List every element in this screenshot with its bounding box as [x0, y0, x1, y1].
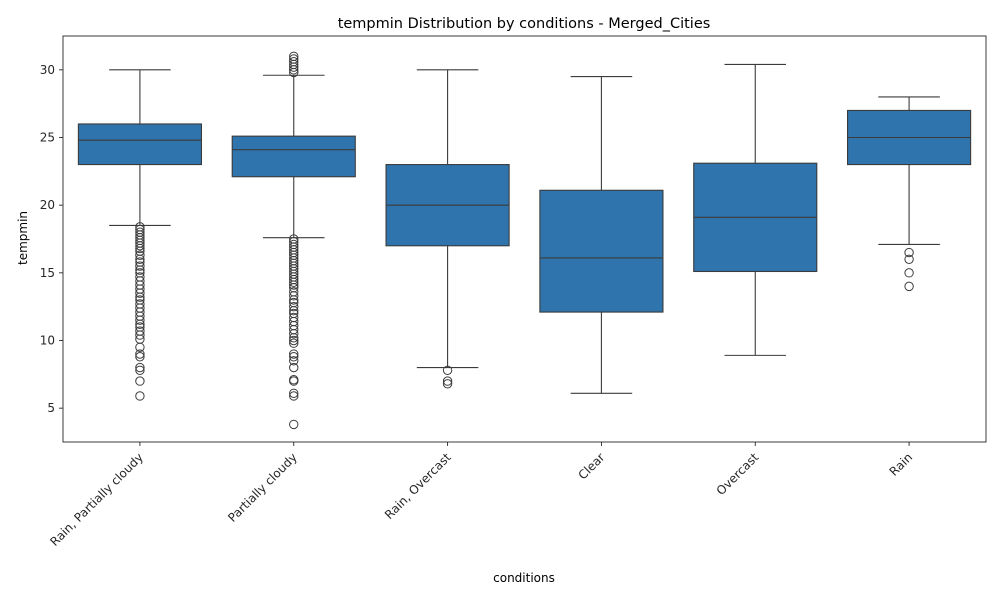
outlier-point: [289, 65, 299, 75]
outlier-point: [135, 349, 145, 359]
outlier-point: [135, 376, 145, 386]
outlier-point: [289, 349, 299, 359]
outlier-point: [135, 365, 145, 375]
outlier-point: [135, 250, 145, 260]
outlier-point: [135, 342, 145, 352]
outlier-point: [289, 391, 299, 401]
outlier-point: [904, 254, 914, 264]
y-tick-label: 5: [47, 401, 55, 415]
box-group-clear: [539, 76, 664, 394]
outlier-point: [135, 265, 145, 275]
x-axis-title: conditions: [493, 571, 555, 585]
outlier-point: [135, 315, 145, 325]
outlier-point: [904, 281, 914, 292]
y-tick-label: 25: [40, 131, 55, 145]
box-group-overcast: [693, 63, 818, 356]
outlier-point: [289, 335, 299, 346]
x-tick-label: Rain, Overcast: [382, 450, 454, 522]
x-tick-label: Rain: [887, 450, 916, 479]
plot-area: [77, 51, 972, 430]
y-tick-label: 15: [40, 266, 55, 280]
outlier-point: [442, 365, 453, 375]
iqr-box: [539, 189, 664, 313]
outlier-point: [289, 62, 299, 72]
outlier-point: [289, 338, 299, 348]
outlier-point: [442, 379, 453, 389]
outlier-point: [904, 247, 914, 258]
outlier-point: [135, 391, 145, 401]
outlier-point: [135, 254, 145, 264]
box-group-rain-overcast: [385, 69, 510, 389]
iqr-box: [231, 135, 356, 178]
outlier-point: [289, 306, 299, 316]
outlier-point: [289, 280, 299, 290]
outlier-point: [289, 67, 299, 78]
outlier-point: [135, 288, 145, 298]
x-tick-label: Rain, Partially cloudy: [47, 450, 146, 549]
y-tick-label: 10: [40, 334, 55, 348]
y-axis-title: tempmin: [16, 211, 30, 265]
outlier-point: [289, 333, 299, 343]
outlier-point: [135, 330, 145, 340]
outlier-point: [289, 419, 299, 430]
outlier-point: [289, 329, 299, 339]
outlier-point: [135, 241, 145, 251]
box-group-rain: [846, 96, 972, 292]
outlier-point: [135, 261, 145, 271]
box-group-rain-partially-cloudy: [77, 69, 202, 401]
y-axis: 5 10 15 20 25 30: [40, 63, 63, 415]
outlier-point: [289, 291, 299, 301]
iqr-box: [77, 123, 202, 166]
outlier-point: [135, 362, 145, 373]
outlier-point: [135, 352, 145, 362]
outlier-point: [442, 376, 453, 386]
outlier-point: [289, 388, 299, 398]
outlier-point: [289, 376, 299, 386]
outlier-point: [289, 352, 299, 362]
box-group-partially-cloudy: [231, 51, 356, 430]
outlier-point: [289, 301, 299, 312]
x-tick-label: Overcast: [714, 450, 762, 498]
x-tick-label: Clear: [575, 450, 607, 482]
outlier-point: [135, 319, 145, 329]
y-tick-label: 30: [40, 63, 55, 77]
outlier-point: [289, 295, 299, 305]
outlier-point: [135, 292, 145, 302]
chart-title: tempmin Distribution by conditions - Mer…: [338, 16, 711, 32]
x-axis: Rain, Partially cloudy Partially cloudy Ra…: [47, 442, 915, 549]
outlier-point: [289, 356, 299, 366]
outlier-point: [289, 277, 299, 288]
outlier-point: [289, 362, 299, 373]
plot-frame: [62, 35, 987, 443]
outlier-point: [904, 268, 914, 278]
x-tick-label: Partially cloudy: [225, 450, 300, 525]
y-tick-label: 20: [40, 198, 55, 212]
outlier-point: [135, 243, 145, 254]
